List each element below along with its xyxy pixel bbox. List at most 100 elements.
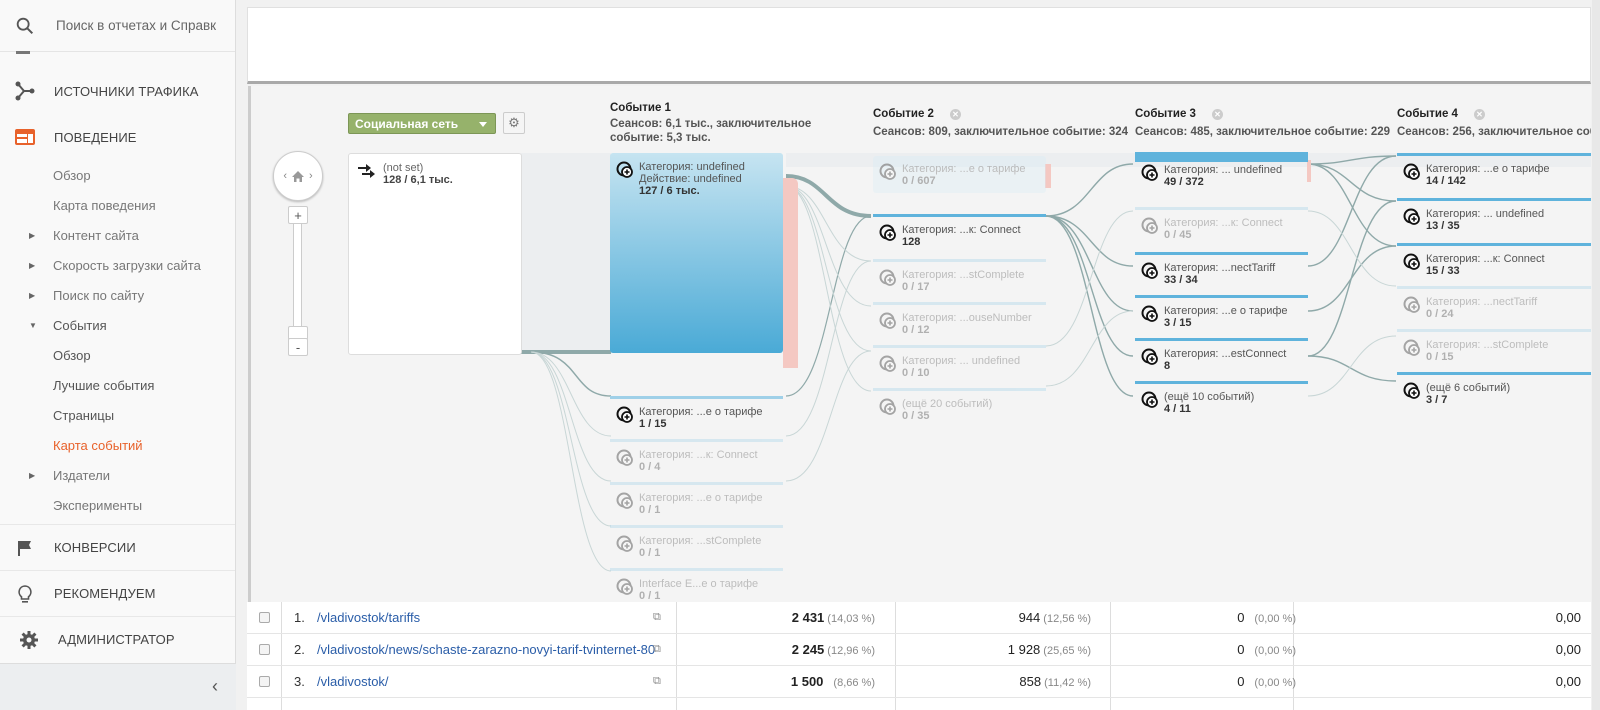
nav-admin[interactable]: АДМИНИСТРАТОР bbox=[0, 616, 235, 662]
row-index: 3. bbox=[294, 674, 305, 689]
event-node[interactable]: (ещё 20 событий) 0 / 35 bbox=[873, 388, 1046, 425]
page-link[interactable]: /vladivostok/tariffs bbox=[317, 610, 421, 625]
event-node[interactable]: Категория: ... undefined 49 / 372 bbox=[1135, 152, 1308, 189]
event-node[interactable]: Категория: ...stComplete 0 / 1 bbox=[610, 525, 783, 562]
dropoff-bar[interactable] bbox=[1045, 164, 1051, 188]
nav-behavior[interactable]: ПОВЕДЕНИЕ bbox=[0, 114, 235, 160]
expand-icon: ▶ bbox=[29, 290, 36, 300]
dimension-label: Социальная сеть bbox=[355, 116, 459, 131]
nav-label: ПОВЕДЕНИЕ bbox=[54, 129, 137, 145]
chevron-left-icon[interactable]: ‹ bbox=[283, 170, 287, 182]
metric-3: 0 (0,00 %) bbox=[1237, 610, 1296, 625]
event-node[interactable]: (ещё 10 событий) 4 / 11 bbox=[1135, 381, 1308, 418]
sidebar: Поиск в отчетах и Справк ИСТОЧНИКИ ТРАФИ… bbox=[0, 0, 236, 710]
event-node[interactable]: Категория: ...nectTariff 0 / 24 bbox=[1397, 286, 1591, 323]
node-value: 0 / 15 bbox=[1426, 351, 1454, 363]
event-node[interactable]: Категория: ...к: Connect 128 bbox=[873, 214, 1046, 251]
event-node[interactable]: Категория: ...ouseNumber 0 / 12 bbox=[873, 302, 1046, 339]
nav-events-overview[interactable]: Обзор bbox=[0, 340, 235, 370]
nav-events-flow[interactable]: Карта событий bbox=[0, 430, 235, 460]
open-external-icon[interactable]: ⧉ bbox=[653, 643, 661, 655]
remove-column-icon[interactable]: ✕ bbox=[949, 108, 961, 120]
expand-icon: ▶ bbox=[29, 470, 36, 480]
event-node[interactable]: Категория: ...nectTariff 33 / 34 bbox=[1135, 252, 1308, 289]
nav-behavior-flow[interactable]: Карта поведения bbox=[0, 190, 235, 220]
chevron-right-icon[interactable]: › bbox=[309, 170, 313, 182]
nav-events[interactable]: ▼ События bbox=[0, 310, 235, 340]
event-node[interactable]: Категория: ...к: Connect 0 / 45 bbox=[1135, 207, 1308, 244]
nav-site-search[interactable]: ▶ Поиск по сайту bbox=[0, 280, 235, 310]
nav-recommended[interactable]: РЕКОМЕНДУЕМ bbox=[0, 570, 235, 616]
collapse-sidebar-button[interactable]: ‹ bbox=[0, 663, 236, 710]
node-category: Категория: ...е о тарифе bbox=[902, 163, 1026, 175]
collapse-icon: ▼ bbox=[29, 320, 37, 330]
event-node[interactable]: Категория: ...е о тарифе 3 / 15 bbox=[1135, 295, 1308, 332]
divider bbox=[281, 602, 282, 710]
event-node[interactable]: Категория: ...е о тарифе 0 / 1 bbox=[610, 482, 783, 519]
event-node[interactable]: Категория: ...stComplete 0 / 17 bbox=[873, 259, 1046, 296]
event-node[interactable]: Interface E...е о тарифе 0 / 1 bbox=[610, 568, 783, 605]
page-link[interactable]: /vladivostok/ bbox=[317, 674, 389, 689]
event-node[interactable]: Категория: ...к: Connect 0 / 4 bbox=[610, 439, 783, 476]
nav-label: Лучшие события bbox=[53, 377, 155, 393]
event-icon bbox=[616, 578, 633, 595]
nav-top-events[interactable]: Лучшие события bbox=[0, 370, 235, 400]
settings-button[interactable]: ⚙ bbox=[503, 112, 525, 134]
value: 2 245 bbox=[791, 642, 825, 657]
event-node[interactable]: (ещё 6 событий) 3 / 7 bbox=[1397, 372, 1591, 409]
event-node[interactable]: Категория: ...е о тарифе 14 / 142 bbox=[1397, 153, 1591, 190]
row-checkbox[interactable] bbox=[259, 676, 270, 687]
search-row[interactable]: Поиск в отчетах и Справк bbox=[0, 0, 235, 52]
scrollbar[interactable] bbox=[1592, 0, 1600, 710]
value: 2 431 bbox=[791, 610, 825, 625]
metric-2: 1 928 (25,65 %) bbox=[1008, 642, 1091, 657]
nav-label: Эксперименты bbox=[53, 497, 143, 513]
home-icon[interactable] bbox=[291, 170, 305, 183]
remove-column-icon[interactable]: ✕ bbox=[1211, 108, 1223, 120]
percent: (0,00 %) bbox=[1254, 645, 1296, 657]
event-node[interactable]: Категория: ...к: Connect 15 / 33 bbox=[1397, 243, 1591, 280]
column-stats: Сеансов: 6,1 тыс., заключительное событи… bbox=[610, 118, 812, 144]
node-value: 0 / 17 bbox=[902, 281, 930, 293]
dropoff-bar[interactable] bbox=[1307, 160, 1311, 182]
zoom-out-button[interactable]: - bbox=[288, 338, 308, 356]
event-icon bbox=[879, 269, 896, 286]
nav-traffic-sources[interactable]: ИСТОЧНИКИ ТРАФИКА bbox=[0, 68, 235, 114]
main-content: Социальная сеть ⚙ ‹ › + - (not set) 128 /… bbox=[236, 0, 1600, 710]
node-category: (ещё 6 событий) bbox=[1426, 382, 1511, 394]
event-icon bbox=[879, 163, 896, 180]
nav-experiments[interactable]: Эксперименты bbox=[0, 490, 235, 520]
node-value: 49 / 372 bbox=[1164, 176, 1204, 188]
row-checkbox[interactable] bbox=[259, 644, 270, 655]
zoom-in-button[interactable]: + bbox=[288, 206, 308, 224]
nav-pages[interactable]: Страницы bbox=[0, 400, 235, 430]
open-external-icon[interactable]: ⧉ bbox=[653, 611, 661, 623]
node-value: 0 / 1 bbox=[639, 590, 661, 602]
search-input[interactable]: Поиск в отчетах и Справк bbox=[56, 18, 217, 33]
event-node[interactable]: Категория: ...stComplete 0 / 15 bbox=[1397, 329, 1591, 366]
nav-behavior-overview[interactable]: Обзор bbox=[0, 160, 235, 190]
row-checkbox[interactable] bbox=[259, 612, 270, 623]
pan-control[interactable]: ‹ › bbox=[273, 151, 323, 201]
page-link[interactable]: /vladivostok/news/schaste-zarazno-novyi-… bbox=[317, 642, 656, 657]
node-value: 0 / 45 bbox=[1164, 229, 1192, 241]
nav-publishers[interactable]: ▶ Издатели bbox=[0, 460, 235, 490]
nav-site-content[interactable]: ▶ Контент сайта bbox=[0, 220, 235, 250]
event-node[interactable]: Категория: ...е о тарифе 0 / 607 bbox=[873, 156, 1046, 193]
event-node[interactable]: Категория: ...е о тарифе 1 / 15 bbox=[610, 396, 783, 433]
zoom-slider[interactable] bbox=[293, 216, 302, 336]
value: 858 bbox=[1019, 674, 1042, 689]
nav-site-speed[interactable]: ▶ Скорость загрузки сайта bbox=[0, 250, 235, 280]
event-node[interactable]: Категория: ... undefined 13 / 35 bbox=[1397, 198, 1591, 235]
start-node[interactable]: (not set) 128 / 6,1 тыс. bbox=[348, 153, 522, 355]
event-node[interactable]: Категория: ...estConnect 8 bbox=[1135, 338, 1308, 375]
event-node[interactable]: Категория: undefined Действие: undefined 1… bbox=[610, 153, 783, 353]
search-icon bbox=[16, 17, 34, 34]
open-external-icon[interactable]: ⧉ bbox=[653, 675, 661, 687]
nav-label: Карта поведения bbox=[53, 197, 156, 213]
nav-conversions[interactable]: КОНВЕРСИИ bbox=[0, 524, 235, 570]
remove-column-icon[interactable]: ✕ bbox=[1473, 108, 1485, 120]
dropoff-bar[interactable] bbox=[783, 178, 798, 368]
dimension-select[interactable]: Социальная сеть bbox=[348, 113, 496, 134]
event-node[interactable]: Категория: ... undefined 0 / 10 bbox=[873, 345, 1046, 382]
